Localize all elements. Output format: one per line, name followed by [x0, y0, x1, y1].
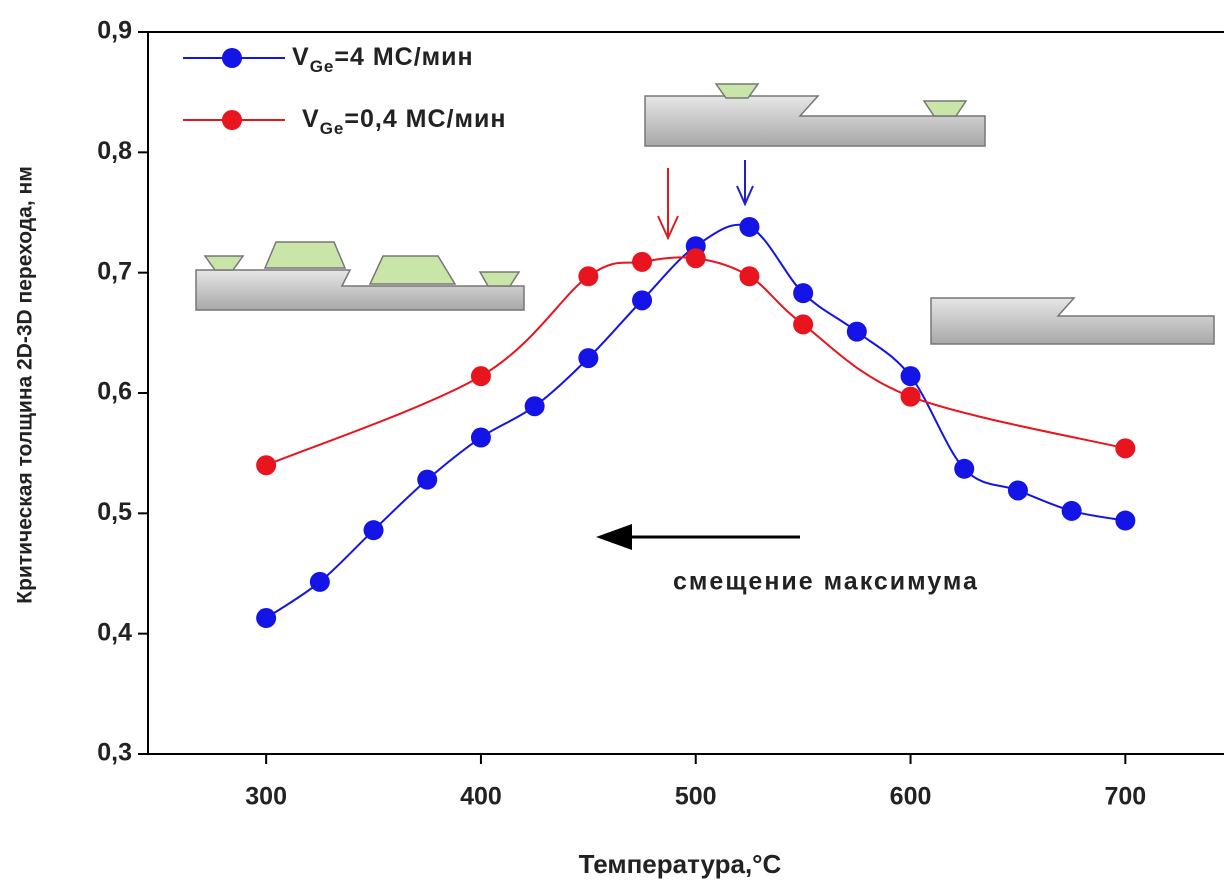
schematic-left [196, 242, 524, 310]
data-point [1008, 480, 1028, 500]
schematic-top [645, 84, 985, 146]
data-point [686, 248, 706, 268]
data-point [1115, 511, 1135, 531]
shift-arrow [596, 524, 800, 550]
x-tick-label: 400 [460, 783, 502, 811]
x-tick-label: 500 [675, 783, 717, 811]
x-tick-label: 300 [245, 783, 287, 811]
chart: смещение максимума Температура,°С Критич… [0, 0, 1224, 887]
data-point [471, 366, 491, 386]
data-point [901, 387, 921, 407]
data-point [471, 428, 491, 448]
data-point [578, 266, 598, 286]
data-point [954, 459, 974, 479]
data-point [310, 572, 330, 592]
data-point [578, 348, 598, 368]
data-point [632, 252, 652, 272]
y-tick-label: 0,5 [97, 498, 132, 526]
x-tick-label: 700 [1104, 783, 1146, 811]
legend-label: VGe=4 МС/мин [292, 43, 474, 77]
data-point [793, 314, 813, 334]
data-point [525, 396, 545, 416]
data-point [632, 290, 652, 310]
data-point [364, 520, 384, 540]
data-point [417, 470, 437, 490]
y-axis-label: Критическая толщина 2D-3D перехода, нм [14, 166, 37, 604]
y-tick-label: 0,4 [97, 618, 132, 646]
annotation: смещение максимума [673, 568, 979, 596]
data-point [793, 283, 813, 303]
data-point [739, 217, 759, 237]
x-tick-label: 600 [890, 783, 932, 811]
legend-label: VGe=0,4 МС/мин [302, 105, 506, 139]
y-tick-label: 0,9 [97, 17, 132, 45]
data-point [1062, 501, 1082, 521]
y-tick-label: 0,6 [97, 378, 132, 406]
data-point [1115, 438, 1135, 458]
legend-marker [222, 110, 242, 130]
data-point [256, 608, 276, 628]
data-point [901, 366, 921, 386]
data-point [739, 266, 759, 286]
data-point [847, 322, 867, 342]
legend-marker [222, 48, 242, 68]
y-tick-label: 0,3 [97, 739, 132, 767]
data-point [256, 455, 276, 475]
schematic-right [931, 298, 1214, 344]
y-tick-label: 0,7 [97, 257, 132, 285]
max-arrows [658, 160, 753, 238]
y-tick-label: 0,8 [97, 137, 132, 165]
x-axis-label: Температура,°С [579, 849, 782, 879]
